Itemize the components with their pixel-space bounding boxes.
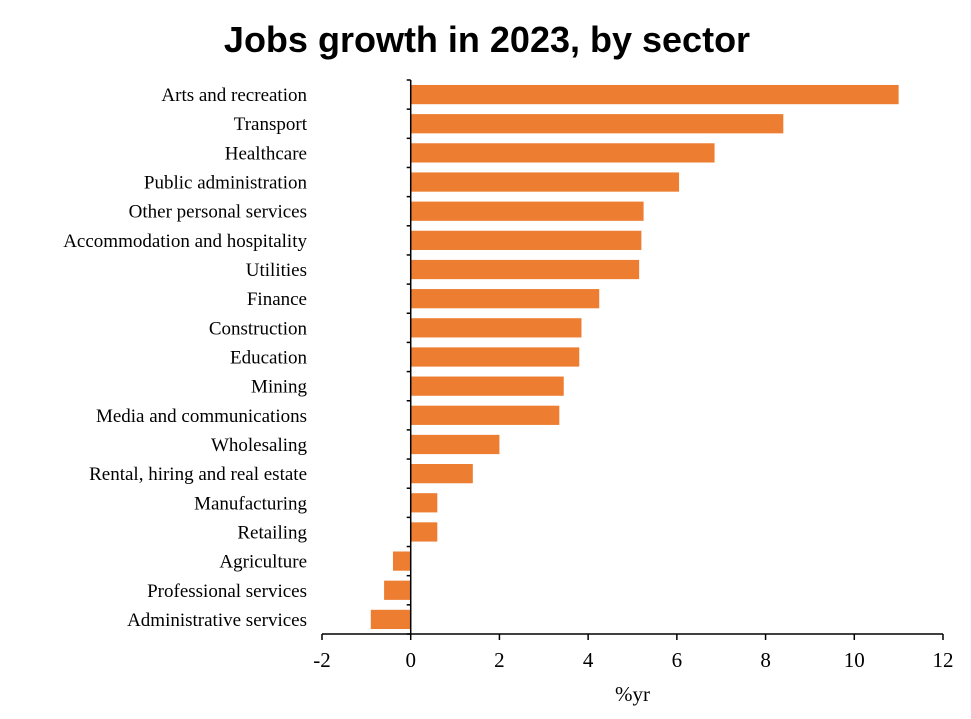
category-labels: Arts and recreation Transport Healthcare Pu… xyxy=(63,85,308,631)
bar xyxy=(410,172,680,192)
bar xyxy=(384,580,411,600)
bar xyxy=(410,522,438,542)
bar xyxy=(410,318,582,338)
bar xyxy=(370,609,411,630)
category-label: Utilities xyxy=(246,260,307,281)
category-label: Other personal services xyxy=(129,202,307,223)
category-label: Administrative services xyxy=(127,610,307,631)
x-tick-label: 0 xyxy=(405,648,416,672)
bar xyxy=(410,143,715,163)
y-axis-ticks xyxy=(406,79,411,635)
category-label: Finance xyxy=(247,289,307,310)
x-tick-label: 4 xyxy=(583,648,594,672)
bar xyxy=(410,289,600,309)
bar xyxy=(410,84,899,105)
x-tick-label: 12 xyxy=(933,648,954,672)
category-label: Education xyxy=(230,348,308,369)
category-label: Agriculture xyxy=(219,552,307,573)
category-label: Retailing xyxy=(237,522,307,543)
bar xyxy=(410,405,560,425)
bar xyxy=(410,434,500,455)
bar xyxy=(410,464,473,484)
bar xyxy=(410,259,640,280)
x-axis-title: %yr xyxy=(615,682,650,706)
category-label: Public administration xyxy=(144,173,308,194)
category-label: Construction xyxy=(209,318,308,339)
bar xyxy=(410,347,580,367)
x-tick-label: 6 xyxy=(672,648,683,672)
category-label: Manufacturing xyxy=(194,493,307,514)
category-label: Mining xyxy=(251,377,307,398)
bar xyxy=(410,493,438,513)
bar xyxy=(410,376,564,396)
bar xyxy=(410,114,784,134)
x-axis-ticks: -2 0 2 4 6 8 10 12 xyxy=(313,634,954,672)
bar xyxy=(410,230,642,250)
category-label: Wholesaling xyxy=(211,435,308,456)
category-label: Accommodation and hospitality xyxy=(63,231,307,252)
x-tick-label: 2 xyxy=(494,648,505,672)
bar xyxy=(410,201,644,221)
x-tick-label: -2 xyxy=(313,648,331,672)
chart-title: Jobs growth in 2023, by sector xyxy=(224,19,750,60)
bars-group xyxy=(370,84,899,630)
category-label: Media and communications xyxy=(96,406,307,427)
category-label: Rental, hiring and real estate xyxy=(89,464,307,485)
bar xyxy=(392,551,411,571)
category-label: Arts and recreation xyxy=(161,85,307,106)
category-label: Transport xyxy=(234,114,308,135)
x-tick-label: 8 xyxy=(760,648,771,672)
x-tick-label: 10 xyxy=(844,648,865,672)
category-label: Professional services xyxy=(147,581,307,602)
category-label: Healthcare xyxy=(225,143,307,164)
